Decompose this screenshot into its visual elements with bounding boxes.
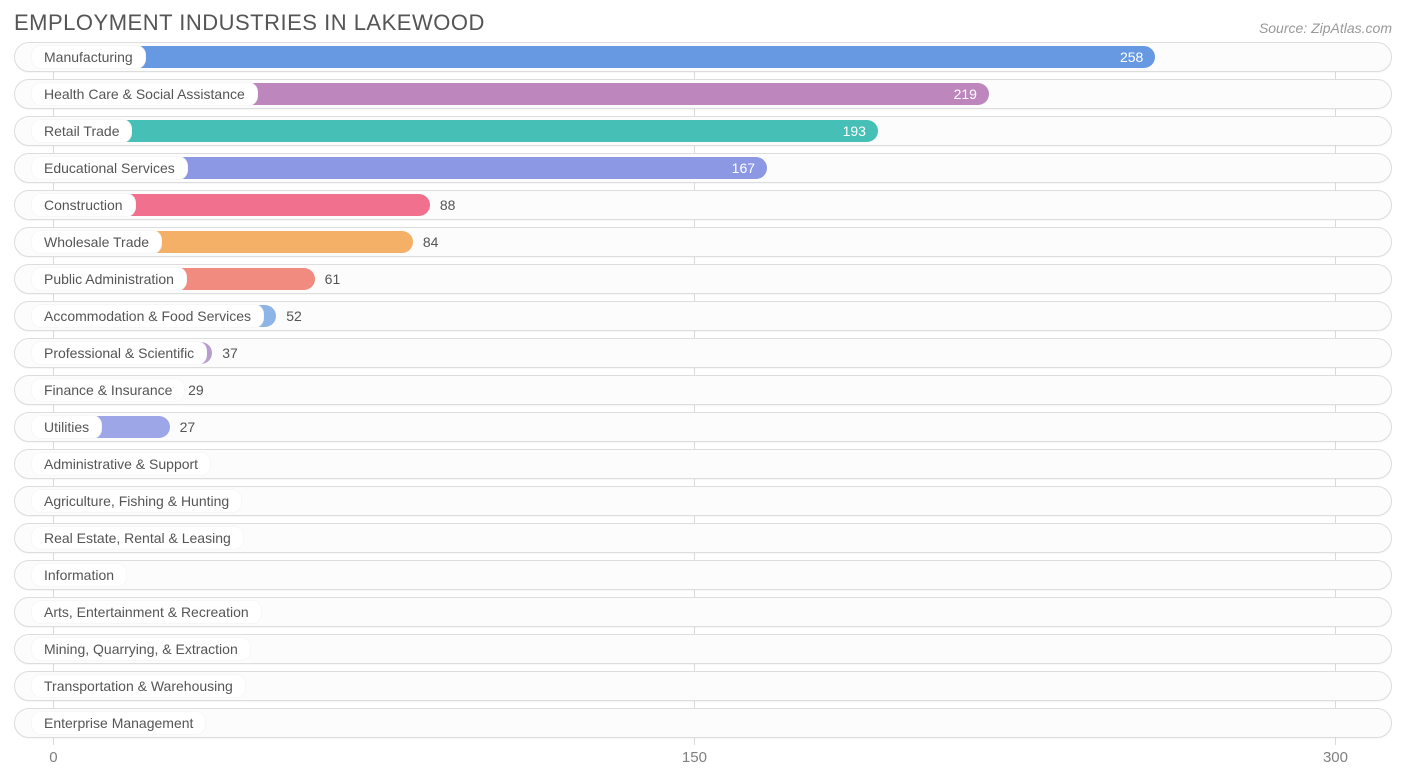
bar-row: 7Information <box>14 560 1392 590</box>
bar-value: 27 <box>180 416 196 438</box>
bar-label: Real Estate, Rental & Leasing <box>31 526 244 550</box>
chart-source: Source: ZipAtlas.com <box>1259 20 1392 36</box>
chart-title: EMPLOYMENT INDUSTRIES IN LAKEWOOD <box>14 10 485 36</box>
x-tick: 0 <box>49 749 57 766</box>
bar-label: Educational Services <box>31 156 188 180</box>
bar-row: 167 Educational Services <box>14 153 1392 183</box>
bar-row: 37 Professional & Scientific <box>14 338 1392 368</box>
bar-row: 9Real Estate, Rental & Leasing <box>14 523 1392 553</box>
bar-label: Manufacturing <box>31 45 146 69</box>
bar-label: Administrative & Support <box>31 452 211 476</box>
bar-label: Wholesale Trade <box>31 230 162 254</box>
bar-value: 61 <box>325 268 341 290</box>
bar-row: 0Transportation & Warehousing <box>14 671 1392 701</box>
bar-label: Mining, Quarrying, & Extraction <box>31 637 251 661</box>
bar-value: 219 <box>954 83 977 105</box>
bar-row: 5Arts, Entertainment & Recreation <box>14 597 1392 627</box>
bar-label: Construction <box>31 193 136 217</box>
bar-value: 29 <box>188 379 204 401</box>
bar-label: Retail Trade <box>31 119 132 143</box>
bar-row: 29Finance & Insurance <box>14 375 1392 405</box>
bar-value: 37 <box>222 342 238 364</box>
bar-label: Enterprise Management <box>31 711 206 735</box>
bar-row: 193 Retail Trade <box>14 116 1392 146</box>
bar-value: 258 <box>1120 46 1143 68</box>
x-tick: 300 <box>1323 749 1348 766</box>
bar-row: 0Mining, Quarrying, & Extraction <box>14 634 1392 664</box>
bar-label: Agriculture, Fishing & Hunting <box>31 489 242 513</box>
x-axis: 0 150 300 <box>14 745 1392 773</box>
bar-label: Finance & Insurance <box>31 378 185 402</box>
bar-label: Health Care & Social Assistance <box>31 82 258 106</box>
bar-row: 27 Utilities <box>14 412 1392 442</box>
bar-row: 84 Wholesale Trade <box>14 227 1392 257</box>
plot-area: 258 Manufacturing 219 Health Care & Social … <box>14 42 1392 738</box>
bar-row: 26Administrative & Support <box>14 449 1392 479</box>
bar-value: 52 <box>286 305 302 327</box>
bar-value: 84 <box>423 231 439 253</box>
bar-row: 61 Public Administration <box>14 264 1392 294</box>
x-tick: 150 <box>682 749 707 766</box>
bar <box>38 120 878 142</box>
bar-value: 88 <box>440 194 456 216</box>
bar-label: Information <box>31 563 127 587</box>
bar-row: 88 Construction <box>14 190 1392 220</box>
chart-area: 258 Manufacturing 219 Health Care & Social … <box>14 42 1392 773</box>
bar-label: Accommodation & Food Services <box>31 304 264 328</box>
bar-row: 25Agriculture, Fishing & Hunting <box>14 486 1392 516</box>
bar-label: Utilities <box>31 415 102 439</box>
bar-row: 52 Accommodation & Food Services <box>14 301 1392 331</box>
bar-label: Professional & Scientific <box>31 341 207 365</box>
bar-label: Public Administration <box>31 267 187 291</box>
bar-row: 219 Health Care & Social Assistance <box>14 79 1392 109</box>
bar-value: 167 <box>732 157 755 179</box>
bar-row: 258 Manufacturing <box>14 42 1392 72</box>
bar <box>38 46 1155 68</box>
bar-label: Arts, Entertainment & Recreation <box>31 600 262 624</box>
bar-label: Transportation & Warehousing <box>31 674 246 698</box>
chart-header: EMPLOYMENT INDUSTRIES IN LAKEWOOD Source… <box>14 10 1392 36</box>
bar-row: 0Enterprise Management <box>14 708 1392 738</box>
bar-value: 193 <box>843 120 866 142</box>
